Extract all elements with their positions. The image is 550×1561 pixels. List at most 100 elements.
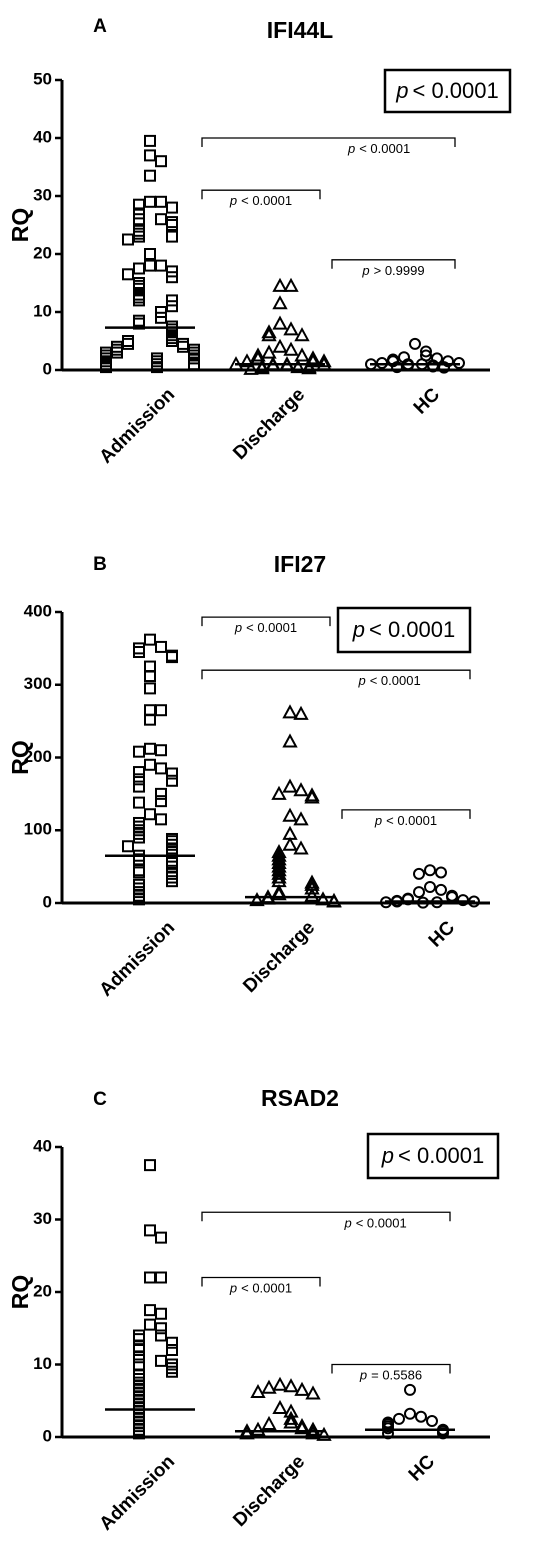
data-point bbox=[133, 314, 145, 327]
comparison-label: p < 0.0001 bbox=[229, 194, 292, 209]
bracket bbox=[331, 259, 456, 269]
data-point bbox=[166, 774, 178, 787]
data-point bbox=[166, 230, 178, 243]
p-text: = 0.5586 bbox=[371, 1368, 422, 1383]
data-point bbox=[283, 1414, 299, 1429]
overall-p-box bbox=[366, 1132, 500, 1180]
comparison-label: p < 0.0001 bbox=[234, 621, 297, 636]
p-symbol: p bbox=[234, 621, 242, 636]
x-tick-label: Admission bbox=[96, 917, 180, 1001]
data-point bbox=[293, 705, 309, 720]
p-symbol: p bbox=[343, 1216, 351, 1231]
data-point bbox=[133, 1380, 145, 1393]
bracket bbox=[201, 1211, 451, 1222]
data-point bbox=[166, 1358, 178, 1371]
data-point bbox=[100, 361, 112, 374]
data-point bbox=[415, 1410, 427, 1423]
data-point bbox=[133, 1383, 145, 1396]
data-point bbox=[133, 1333, 145, 1346]
data-point bbox=[271, 865, 287, 880]
data-point bbox=[133, 1369, 145, 1382]
data-point bbox=[316, 353, 332, 368]
data-point bbox=[155, 1231, 167, 1244]
x-tick-label: HC bbox=[410, 384, 444, 418]
data-point bbox=[282, 733, 298, 748]
y-tick-label: 0 bbox=[43, 892, 52, 911]
data-point bbox=[133, 1329, 145, 1342]
data-point bbox=[166, 201, 178, 214]
x-tick-label: Admission bbox=[96, 384, 180, 468]
data-point bbox=[304, 887, 320, 902]
data-point bbox=[133, 893, 145, 906]
data-point bbox=[261, 1379, 277, 1394]
data-point bbox=[144, 134, 156, 147]
comparison-label: p < 0.0001 bbox=[347, 141, 410, 156]
data-point bbox=[155, 155, 167, 168]
data-point bbox=[144, 1271, 156, 1284]
y-tick-label: 300 bbox=[24, 674, 52, 693]
data-point bbox=[155, 311, 167, 324]
data-point bbox=[133, 878, 145, 891]
data-point bbox=[250, 347, 266, 362]
data-point bbox=[305, 1421, 321, 1436]
data-point bbox=[391, 361, 403, 374]
data-point bbox=[166, 767, 178, 780]
data-point bbox=[144, 682, 156, 695]
bracket bbox=[341, 809, 471, 819]
data-point bbox=[144, 670, 156, 683]
x-tick-label: HC bbox=[425, 917, 459, 951]
data-point bbox=[144, 1159, 156, 1172]
data-point bbox=[155, 813, 167, 826]
data-point bbox=[155, 1271, 167, 1284]
x-tick-label: Discharge bbox=[229, 1451, 309, 1531]
data-point bbox=[177, 340, 189, 353]
data-point bbox=[272, 1399, 288, 1414]
data-point bbox=[166, 875, 178, 888]
data-point bbox=[155, 1322, 167, 1335]
data-point bbox=[316, 1426, 332, 1441]
data-point bbox=[250, 1383, 266, 1399]
data-point bbox=[254, 360, 270, 375]
data-point bbox=[133, 886, 145, 899]
data-point bbox=[249, 892, 265, 907]
overall-p-label: p < 0.0001 bbox=[381, 1143, 485, 1168]
p-text: < 0.0001 bbox=[246, 621, 297, 636]
data-point bbox=[133, 796, 145, 809]
data-point bbox=[144, 1304, 156, 1317]
y-axis-label: RQ bbox=[7, 1275, 33, 1310]
data-point bbox=[133, 642, 145, 655]
data-point bbox=[133, 1427, 145, 1440]
data-point bbox=[282, 807, 298, 822]
data-point bbox=[272, 295, 288, 310]
data-point bbox=[438, 361, 450, 374]
data-point bbox=[457, 894, 469, 907]
p-text: < 0.0001 bbox=[241, 194, 292, 209]
comparison-label: p < 0.0001 bbox=[357, 674, 420, 689]
p-symbol: p bbox=[395, 78, 408, 103]
data-point bbox=[271, 785, 287, 800]
data-point bbox=[133, 1409, 145, 1422]
data-point bbox=[426, 1415, 438, 1428]
data-point bbox=[382, 1427, 394, 1440]
data-point bbox=[404, 1383, 416, 1396]
data-point bbox=[402, 893, 414, 906]
data-point bbox=[283, 341, 299, 356]
data-point bbox=[409, 337, 421, 350]
data-point bbox=[261, 1415, 277, 1430]
data-point bbox=[283, 321, 299, 336]
data-point bbox=[111, 343, 123, 356]
data-point bbox=[133, 294, 145, 307]
data-point bbox=[305, 1385, 321, 1400]
data-point bbox=[272, 277, 288, 292]
data-point bbox=[133, 1416, 145, 1429]
data-point bbox=[133, 1358, 145, 1371]
data-point bbox=[133, 262, 145, 275]
data-point bbox=[382, 1422, 394, 1435]
data-point bbox=[282, 778, 298, 793]
data-point bbox=[151, 361, 163, 374]
data-point bbox=[290, 359, 306, 374]
y-tick-label: 40 bbox=[33, 1136, 52, 1155]
data-point bbox=[326, 893, 342, 908]
data-point bbox=[420, 345, 432, 358]
data-point bbox=[283, 1410, 299, 1425]
